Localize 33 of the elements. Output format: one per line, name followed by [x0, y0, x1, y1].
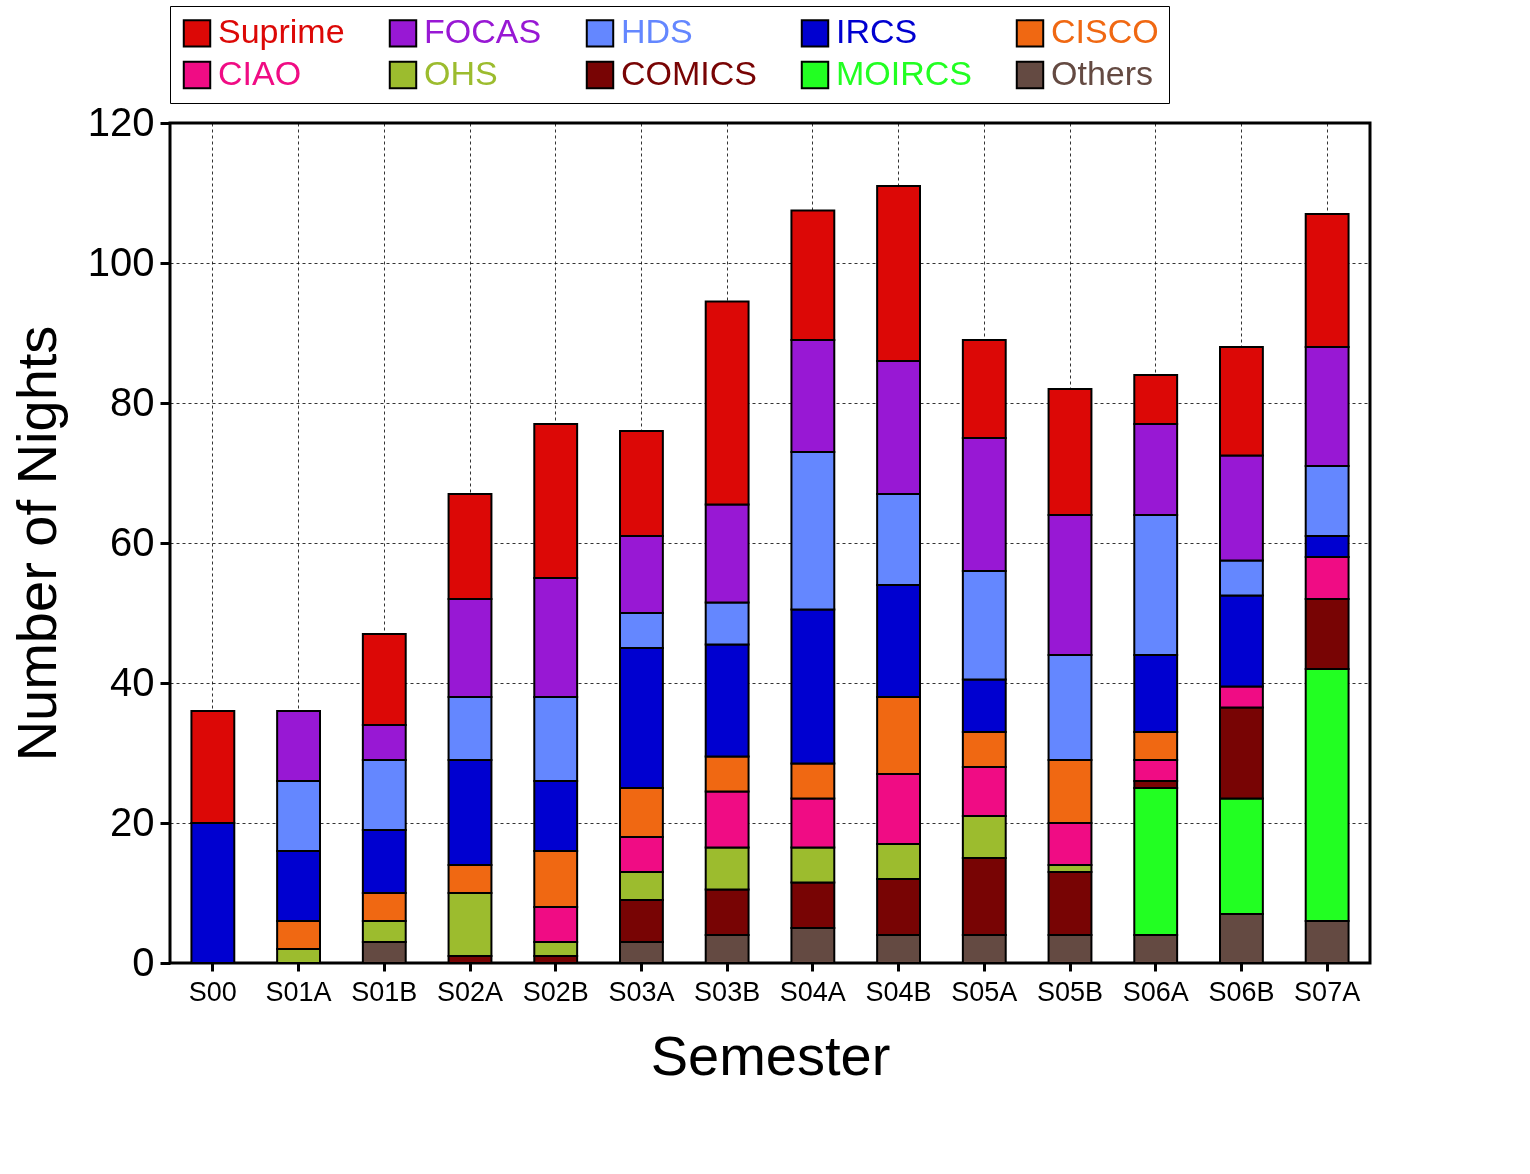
x-axis-title: Semester [650, 1023, 891, 1087]
y-axis-title: Number of Nights [4, 325, 68, 762]
x-tick-label: S04B [865, 976, 932, 1007]
legend-label: OHS [424, 54, 498, 92]
y-tick-label: 20 [110, 799, 155, 844]
x-tick-label: S07A [1294, 976, 1361, 1007]
legend-label: CISCO [1051, 12, 1159, 51]
y-tick-label: 60 [110, 519, 155, 564]
legend-label: CIAO [218, 54, 302, 92]
legend-label: Others [1051, 54, 1154, 92]
legend-label: FOCAS [424, 12, 542, 51]
x-tick-label: S00 [188, 976, 237, 1007]
x-tick-label: S06B [1208, 976, 1275, 1007]
legend-label: COMICS [621, 54, 757, 92]
y-tick-label: 100 [87, 239, 155, 284]
y-tick-label: 40 [110, 659, 155, 704]
x-tick-label: S02A [436, 976, 504, 1007]
x-tick-label: S01A [265, 976, 332, 1007]
legend-label: Suprime [218, 12, 345, 51]
x-tick-label: S01B [351, 976, 418, 1007]
x-tick-label: S05B [1036, 976, 1104, 1007]
y-tick-label: 0 [132, 939, 155, 984]
x-tick-label: S06A [1122, 976, 1189, 1007]
y-tick-label: 120 [87, 99, 155, 144]
x-tick-label: S05A [951, 976, 1018, 1007]
x-tick-label: S03B [694, 976, 761, 1007]
x-tick-label: S03A [608, 976, 675, 1007]
legend-label: MOIRCS [836, 54, 972, 92]
x-tick-label: S02B [522, 976, 589, 1007]
y-tick-label: 80 [110, 379, 155, 424]
legend-label: IRCS [836, 12, 918, 51]
x-tick-label: S04A [779, 976, 846, 1007]
legend-label: HDS [621, 12, 693, 51]
